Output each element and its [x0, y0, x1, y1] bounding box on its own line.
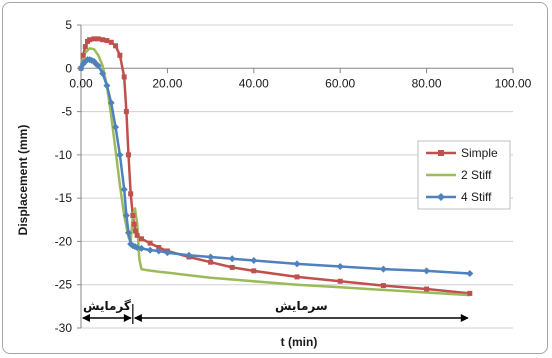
data-point	[251, 268, 257, 274]
y-tick-label: -5	[61, 105, 72, 119]
data-point	[155, 247, 163, 255]
data-point	[337, 278, 343, 284]
annotation-label: گرمایش	[83, 299, 131, 313]
x-tick-label: 20.00	[152, 76, 182, 90]
data-point	[120, 185, 128, 193]
data-point	[229, 264, 235, 270]
annotation-label: سرمایش	[275, 299, 328, 313]
data-point	[113, 43, 119, 49]
data-point	[228, 255, 236, 263]
data-point	[185, 251, 193, 259]
data-point	[87, 37, 93, 43]
arrow-head	[82, 314, 90, 322]
data-point	[92, 60, 100, 68]
data-point	[138, 236, 144, 242]
tick-labels: 5 0 -5 -10 -15 -20 -25 -30 0.00 20.00 40.00 60.00 80…	[55, 18, 532, 335]
arrow-head	[133, 314, 142, 322]
data-point	[466, 269, 474, 277]
data-point	[125, 229, 133, 237]
y-tick-label: -20	[55, 234, 73, 248]
data-point	[116, 151, 124, 159]
data-point	[126, 152, 132, 158]
y-tick-label: -15	[55, 191, 73, 205]
data-point	[424, 286, 430, 292]
data-point	[147, 240, 153, 246]
series-layer	[77, 36, 474, 297]
legend-label: Simple	[461, 146, 498, 160]
data-point	[146, 246, 154, 254]
data-point	[134, 232, 140, 238]
data-point	[250, 256, 258, 264]
data-point	[130, 212, 136, 218]
data-point	[94, 62, 102, 70]
data-point	[123, 109, 129, 115]
data-point	[137, 244, 145, 252]
legend-item-2-stiff: 2 Stiff	[426, 168, 492, 182]
data-point	[131, 221, 137, 227]
y-tick-label: -10	[55, 148, 73, 162]
data-point	[163, 249, 171, 257]
data-point	[121, 74, 127, 80]
data-point	[108, 39, 114, 45]
legend-item-simple: Simple	[426, 146, 498, 160]
x-tick-label: 40.00	[239, 76, 269, 90]
data-point	[122, 211, 130, 219]
legend-label: 2 Stiff	[461, 168, 492, 182]
data-point	[336, 263, 344, 271]
data-point	[99, 69, 107, 77]
data-point	[117, 52, 123, 58]
data-point	[128, 191, 134, 197]
x-tick-label: 80.00	[412, 76, 442, 90]
series-line	[79, 47, 472, 297]
y-tick-label: 5	[65, 18, 72, 32]
data-point	[379, 265, 387, 273]
x-tick-label: 0.00	[69, 76, 93, 90]
data-point	[293, 260, 301, 268]
data-point	[112, 123, 120, 131]
annotations: گرمایش سرمایش	[82, 299, 469, 324]
y-tick-label: -30	[55, 321, 73, 335]
data-point	[80, 52, 86, 58]
y-axis-title: Displacement (mm)	[16, 125, 30, 236]
data-point	[100, 37, 106, 43]
legend-label: 4 Stiff	[461, 190, 492, 204]
x-tick-label: 100.00	[495, 76, 532, 90]
line-chart: 5 0 -5 -10 -15 -20 -25 -30 0.00 20.00 40.00 60.00 80…	[16, 18, 532, 349]
data-point	[132, 228, 138, 234]
legend-item-4-stiff: 4 Stiff	[426, 190, 492, 204]
legend: Simple 2 Stiff 4 Stiff	[417, 140, 511, 210]
data-point	[467, 290, 473, 296]
data-point	[91, 36, 97, 42]
chart-frame: 5 0 -5 -10 -15 -20 -25 -30 0.00 20.00 40.00 60.00 80…	[2, 2, 548, 354]
data-point	[104, 38, 110, 44]
x-tick-label: 60.00	[325, 76, 355, 90]
y-tick-label: -25	[55, 278, 73, 292]
x-axis-title: t (min)	[281, 335, 318, 349]
arrow-head	[123, 314, 132, 322]
data-point	[294, 274, 300, 280]
data-point	[107, 99, 115, 107]
data-point	[380, 283, 386, 289]
y-tick-label: 0	[65, 61, 72, 75]
data-point	[103, 82, 111, 90]
axes	[77, 24, 514, 329]
data-point	[423, 267, 431, 275]
data-point	[95, 36, 101, 42]
data-point	[82, 44, 88, 50]
data-point	[207, 253, 215, 261]
data-point	[208, 259, 214, 265]
arrow-head	[460, 314, 469, 322]
